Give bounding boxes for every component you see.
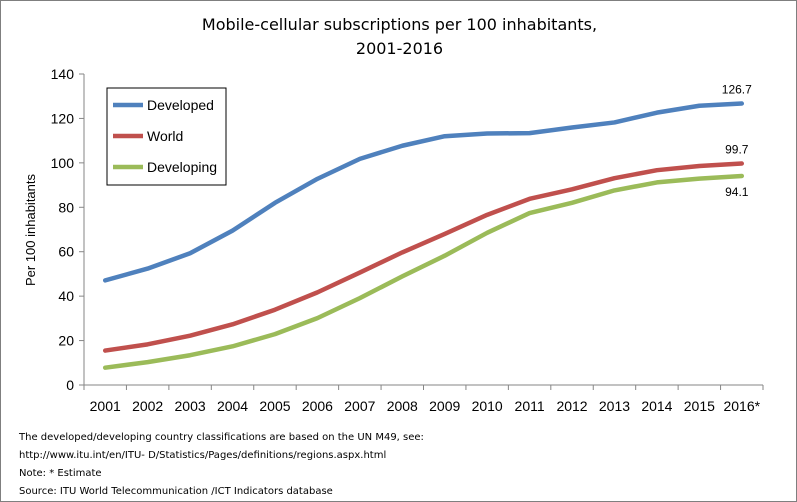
x-tick-label: 2009: [429, 398, 460, 414]
axes: 0 20 40 60 80 100 120 140 2001 2002 2003 2004 2005 20…: [51, 66, 764, 414]
series-line-developing: [102, 173, 745, 370]
y-tick-label: 20: [58, 333, 74, 349]
x-tick-label: 2016*: [723, 398, 760, 414]
y-tick-label: 40: [58, 288, 74, 304]
legend-label-developed: Developed: [147, 97, 214, 113]
classification-url: http://www.itu.int/en/ITU- D/Statistics/…: [19, 450, 387, 461]
x-tick-label: 2003: [175, 398, 206, 414]
x-tick-label: 2013: [599, 398, 630, 414]
chart-title-line-1: Mobile-cellular subscriptions per 100 in…: [201, 15, 598, 34]
y-tick-label: 60: [58, 244, 74, 260]
data-label-world: 99.7: [725, 143, 749, 157]
data-labels-layer: 126.7 99.7 94.1: [722, 83, 752, 199]
series-line-developed: [102, 101, 745, 283]
x-tick-label: 2008: [387, 398, 418, 414]
chart-title-line-2: 2001-2016: [355, 39, 444, 58]
estimate-note: Note: * Estimate: [19, 468, 102, 479]
x-tick-label: 2004: [217, 398, 248, 414]
legend-label-developing: Developing: [147, 159, 217, 175]
x-tick-label: 2015: [684, 398, 715, 414]
x-tick-label: 2002: [132, 398, 163, 414]
legend: Developed World Developing: [106, 87, 227, 186]
legend-label-world: World: [147, 128, 183, 144]
x-tick-label: 2005: [259, 398, 290, 414]
x-tick-label: 2006: [302, 398, 333, 414]
source-note: Source: ITU World Telecommunication /ICT…: [19, 486, 333, 497]
y-tick-label: 0: [66, 377, 74, 393]
x-tick-label: 2010: [472, 398, 503, 414]
series-layer: [102, 101, 745, 370]
series-line-world: [102, 161, 745, 353]
y-axis-title: Per 100 inhabitants: [23, 173, 38, 286]
y-tick-label: 140: [51, 66, 75, 82]
data-label-developed: 126.7: [722, 83, 752, 97]
y-tick-label: 100: [51, 155, 75, 171]
data-label-developing: 94.1: [725, 185, 749, 199]
x-tick-label: 2007: [344, 398, 375, 414]
x-tick-label: 2011: [515, 398, 545, 414]
classification-note: The developed/developing country classif…: [19, 432, 424, 443]
y-tick-label: 120: [51, 110, 75, 126]
x-tick-label: 2012: [556, 398, 587, 414]
x-tick-label: 2014: [641, 398, 672, 414]
x-tick-label: 2001: [90, 398, 121, 414]
y-tick-label: 80: [58, 199, 74, 215]
